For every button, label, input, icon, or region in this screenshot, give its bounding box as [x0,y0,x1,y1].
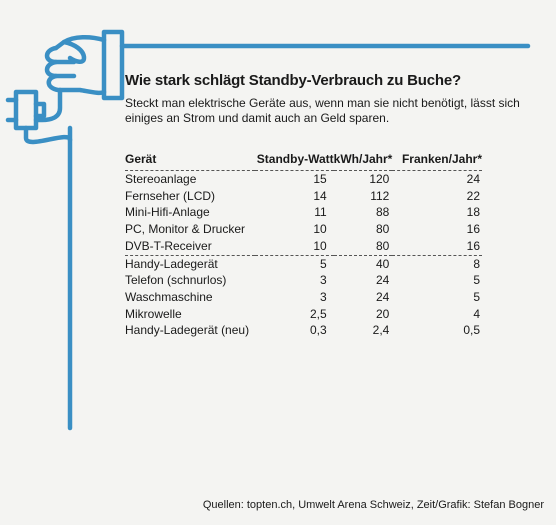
table-cell-standby-watt: 14 [313,188,327,203]
table-cell-kwh-per-year: 120 [369,172,390,186]
table-row: PC, Monitor & Drucker 10 80 16 [125,221,482,238]
table-row: Handy-Ladegerät 5 40 8 [125,255,482,272]
table-cell-device: Mini-Hifi-Anlage [125,205,210,220]
table-cell-kwh-per-year: 112 [370,188,390,203]
table-row: Handy-Ladegerät (neu) 0,3 2,4 0,5 [125,322,482,339]
table-row: DVB-T-Receiver 10 80 16 [125,237,482,256]
table-cell-device: Fernseher (LCD) [125,188,216,203]
chart-title: Wie stark schlägt Standby-Verbrauch zu B… [125,72,461,89]
table-cell-standby-watt: 15 [313,172,327,186]
table-cell-device: Handy-Ladegerät [125,256,218,271]
hand-holding-plug-icon [5,29,125,145]
table-cell-kwh-per-year: 2,4 [372,323,390,338]
table-header-row: Gerät Standby-Watt kWh/Jahr* Franken/Jah… [125,150,482,171]
table-cell-kwh-per-year: 24 [376,273,390,288]
table-cell-francs-per-year: 16 [392,237,482,256]
table-cell-standby-watt: 2,5 [309,306,327,321]
table-cell-francs-per-year: 24 [466,172,480,186]
table-cell-standby-watt: 10 [254,237,334,256]
table-cell-kwh-per-year: 80 [376,222,390,237]
table-cell-standby-watt: 11 [314,205,327,220]
table-cell-kwh-per-year: 24 [376,289,390,304]
table-cell-standby-watt: 5 [319,256,327,271]
table-cell-device: Stereoanlage [125,172,197,186]
table-cell-standby-watt: 10 [313,222,327,237]
table-cell-device: Telefon (schnurlos) [125,273,227,288]
column-header-standby-watt: Standby-Watt [254,150,334,171]
table-cell-standby-watt: 3 [319,289,327,304]
table-cell-device: DVB-T-Receiver [125,237,255,256]
table-cell-kwh-per-year: 88 [376,205,390,220]
table-cell-francs-per-year: 5 [473,289,480,304]
table-cell-francs-per-year: 0,5 [463,323,480,338]
table-cell-device: PC, Monitor & Drucker [125,222,246,237]
column-header-francs-per-year: Franken/Jahr* [392,150,482,171]
table-row: Fernseher (LCD) 14 112 22 [125,188,482,205]
table-row: Mikrowelle 2,5 20 4 [125,306,482,323]
table-cell-kwh-per-year: 40 [376,256,390,271]
table-cell-standby-watt: 0,3 [309,323,327,338]
table-cell-francs-per-year: 18 [466,205,480,220]
table-cell-francs-per-year: 4 [473,306,480,321]
table-row: Stereoanlage 15 120 24 [125,171,482,188]
table-cell-kwh-per-year: 80 [333,237,393,256]
table-cell-device: Handy-Ladegerät (neu) [125,323,250,338]
column-header-device: Gerät [125,150,255,171]
table-cell-kwh-per-year: 20 [376,306,390,321]
table-row: Telefon (schnurlos) 3 24 5 [125,272,482,289]
table-cell-francs-per-year: 5 [473,273,480,288]
table-cell-francs-per-year: 16 [466,222,480,237]
column-header-kwh-per-year: kWh/Jahr* [333,150,393,171]
chart-subtitle: Steckt man elektrische Geräte aus, wenn … [125,96,520,125]
table-cell-francs-per-year: 22 [466,188,480,203]
table-cell-device: Waschmaschine [125,289,213,304]
source-note: Quellen: topten.ch, Umwelt Arena Schweiz… [202,499,544,511]
table-row: Mini-Hifi-Anlage 11 88 18 [125,204,482,221]
table-cell-standby-watt: 3 [319,273,327,288]
table-cell-device: Mikrowelle [125,306,182,321]
table-row: Waschmaschine 3 24 5 [125,289,482,306]
table-cell-francs-per-year: 8 [473,256,480,271]
standby-table: Gerät Standby-Watt kWh/Jahr* Franken/Jah… [125,150,482,339]
